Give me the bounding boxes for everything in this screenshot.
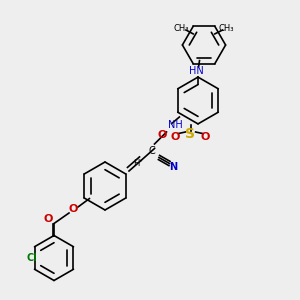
Text: C: C xyxy=(148,146,155,157)
Text: CH₃: CH₃ xyxy=(174,24,189,33)
Text: O: O xyxy=(171,131,180,142)
Text: N: N xyxy=(169,162,178,172)
Text: H: H xyxy=(133,159,140,168)
Text: O: O xyxy=(201,131,210,142)
Text: O: O xyxy=(158,130,167,140)
Text: Cl: Cl xyxy=(26,253,37,263)
Text: S: S xyxy=(185,127,196,140)
Text: HN: HN xyxy=(189,65,204,76)
Text: NH: NH xyxy=(168,119,183,130)
Text: O: O xyxy=(43,214,53,224)
Text: O: O xyxy=(69,203,78,214)
Text: CH₃: CH₃ xyxy=(219,24,234,33)
